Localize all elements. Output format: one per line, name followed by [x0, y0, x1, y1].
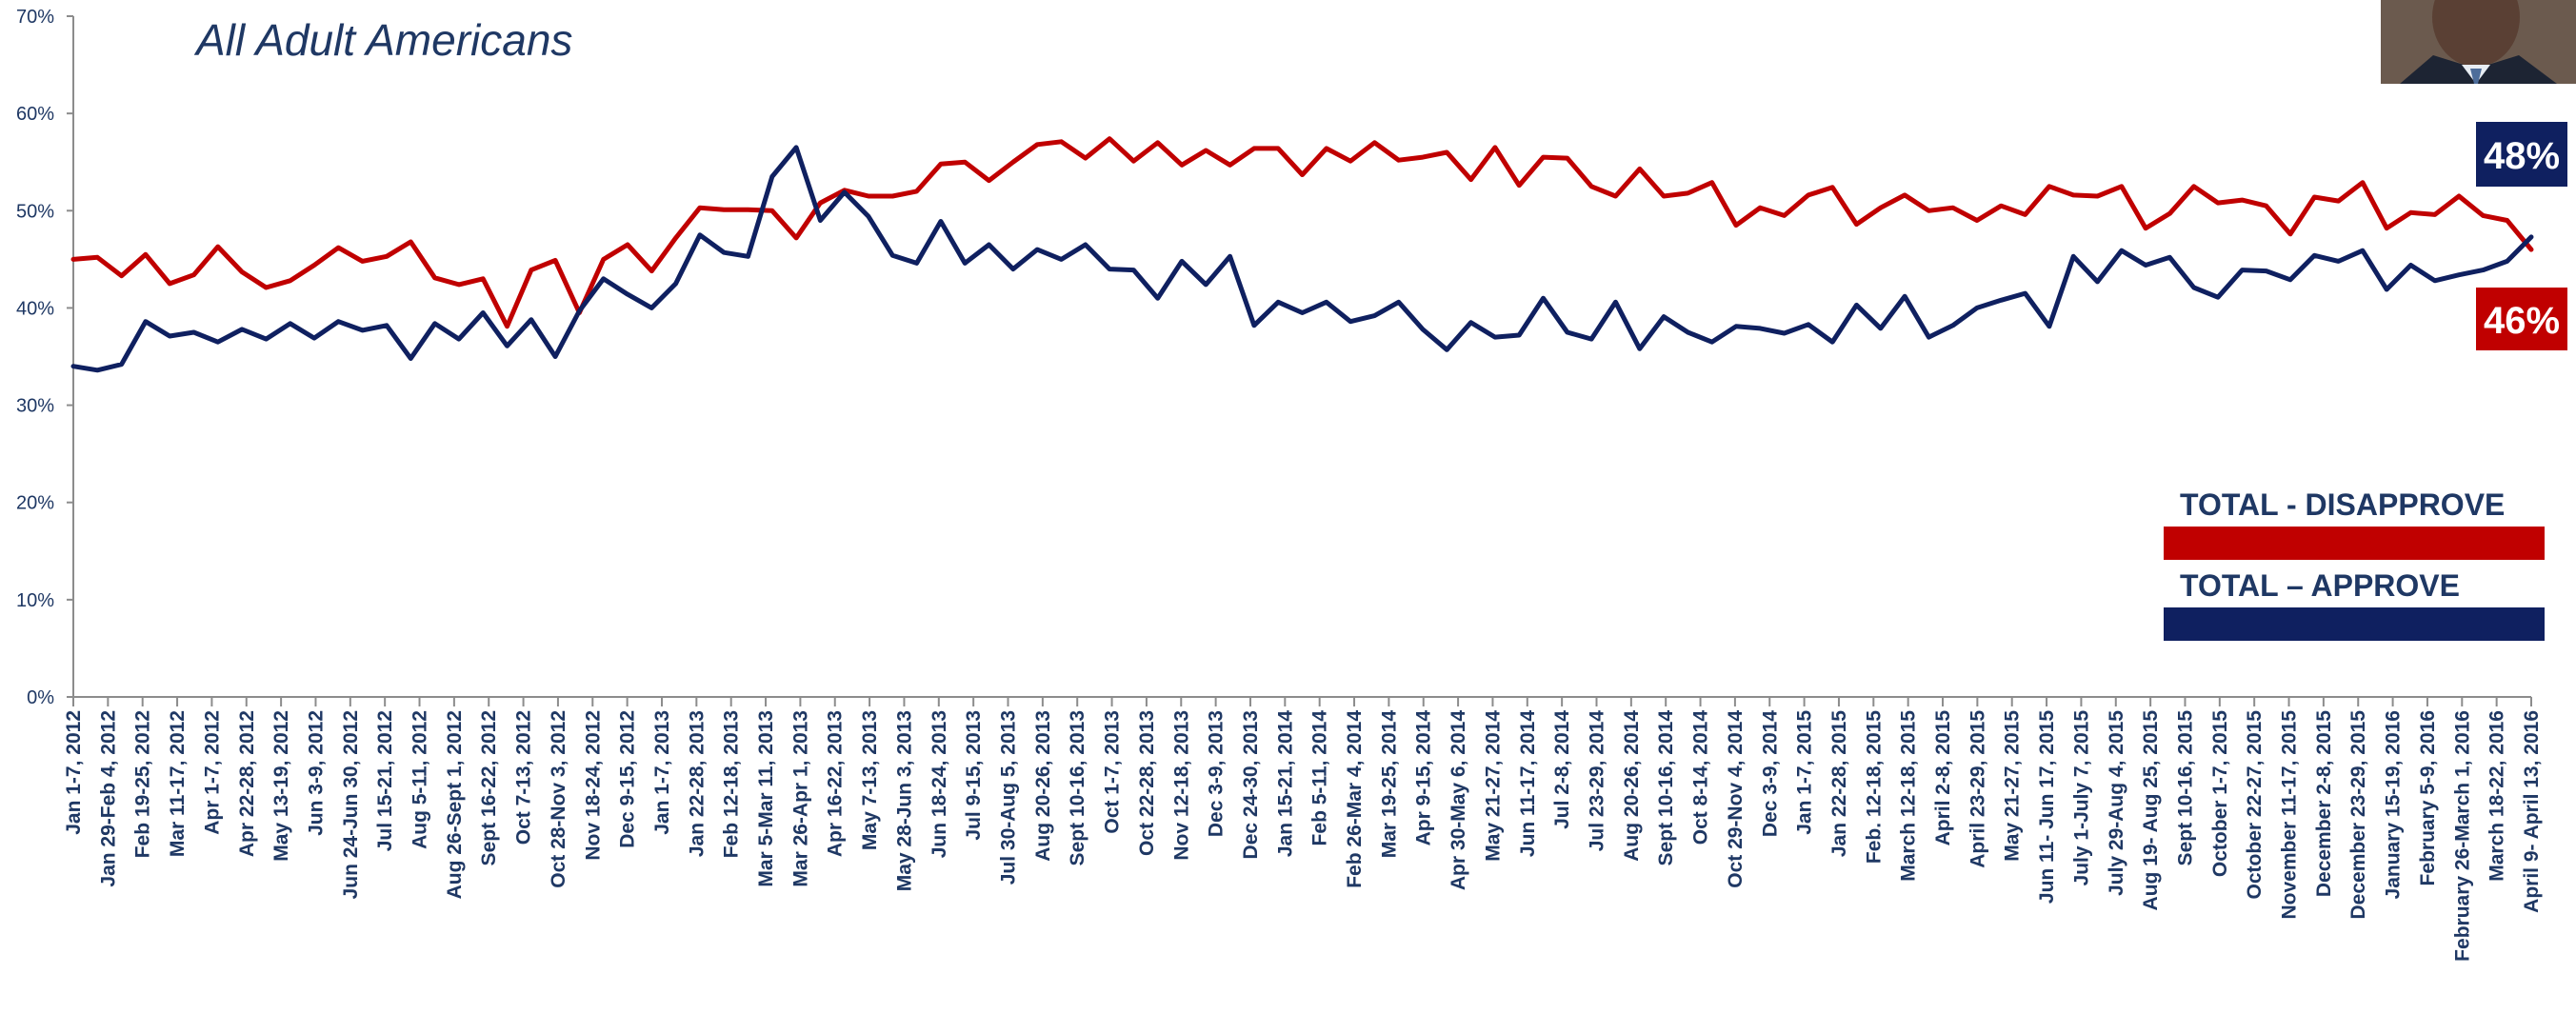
x-tick-label: April 9- April 13, 2016	[2521, 710, 2543, 913]
x-tick-label: May 28-Jun 3, 2013	[893, 710, 915, 891]
y-tick-label: 40%	[16, 298, 54, 319]
x-tick-label: January 15-19, 2016	[2383, 710, 2405, 899]
x-tick-label: Oct 29-Nov 4, 2014	[1725, 710, 1747, 888]
y-tick-label: 70%	[16, 7, 54, 28]
y-tick-label: 0%	[27, 687, 54, 708]
legend: TOTAL - DISAPPROVE TOTAL – APPROVE	[2164, 487, 2545, 641]
x-axis: Jan 1-7, 2012 Jan 29-Feb 4, 2012 Feb 19-25…	[63, 696, 2543, 962]
y-tick-label: 30%	[16, 396, 54, 417]
x-tick-label: Jun 24-Jun 30, 2012	[340, 710, 362, 899]
x-tick-label: Jul 23-29, 2014	[1586, 710, 1608, 852]
x-tick-label: Jan 1-7, 2013	[651, 710, 673, 835]
x-tick-label: Dec 3-9, 2014	[1759, 710, 1781, 837]
x-tick-label: April 2-8, 2015	[1932, 710, 1954, 846]
x-tick-label: Jan 29-Feb 4, 2012	[97, 710, 119, 887]
series-layer	[70, 136, 2534, 373]
approve-series-line	[70, 145, 2534, 373]
x-tick-label: February 26-March 1, 2016	[2451, 710, 2473, 962]
x-tick-label: Apr 16-22, 2013	[825, 710, 847, 857]
legend-label-approve: TOTAL – APPROVE	[2180, 568, 2460, 603]
x-tick-label: March 18-22, 2016	[2486, 710, 2508, 882]
x-tick-label: December 2-8, 2015	[2313, 710, 2335, 897]
x-tick-label: Sept 16-22, 2012	[478, 710, 500, 865]
x-tick-label: Aug 26-Sept 1, 2012	[444, 710, 466, 899]
x-tick-label: Jun 3-9, 2012	[305, 710, 327, 836]
x-tick-label: Apr 1-7, 2012	[201, 710, 223, 835]
x-tick-label: Jan 15-21, 2014	[1274, 710, 1296, 857]
x-tick-label: Jun 11-17, 2014	[1517, 710, 1539, 857]
x-tick-label: Mar 5-Mar 11, 2013	[755, 710, 777, 887]
x-tick-label: Jul 2-8, 2014	[1551, 710, 1573, 829]
x-tick-label: Oct 8-14, 2014	[1690, 710, 1712, 845]
x-tick-label: Feb 26-Mar 4, 2014	[1344, 710, 1366, 888]
x-tick-label: Nov 12-18, 2013	[1170, 710, 1192, 861]
x-tick-label: Dec 24-30, 2013	[1240, 710, 1262, 859]
x-tick-label: Jun 18-24, 2013	[929, 710, 950, 858]
x-tick-label: May 21-27, 2015	[2002, 710, 2024, 862]
x-tick-label: Jan 22-28, 2013	[686, 710, 708, 857]
portrait-photo	[2381, 0, 2576, 84]
x-tick-label: Apr 22-28, 2012	[236, 710, 258, 857]
disapprove-series-line	[70, 136, 2534, 329]
x-tick-label: Oct 7-13, 2012	[513, 710, 535, 845]
y-tick-label: 50%	[16, 201, 54, 222]
x-tick-label: Aug 20-26, 2013	[1032, 710, 1054, 862]
x-tick-label: Feb 5-11, 2014	[1309, 710, 1331, 846]
x-tick-label: Feb 19-25, 2012	[132, 710, 154, 858]
x-tick-label: Mar 11-17, 2012	[167, 710, 189, 857]
x-tick-label: Apr 9-15, 2014	[1413, 710, 1435, 846]
legend-swatch-disapprove	[2164, 527, 2545, 560]
x-tick-label: July 29-Aug 4, 2015	[2106, 710, 2127, 896]
y-tick-label: 20%	[16, 493, 54, 514]
x-tick-label: Jun 11- Jun 17, 2015	[2036, 710, 2058, 904]
x-tick-label: Aug 19- Aug 25, 2015	[2140, 710, 2162, 911]
x-tick-label: Nov 18-24, 2012	[582, 710, 604, 861]
x-tick-label: July 1-July 7, 2015	[2070, 710, 2092, 886]
disapprove-end-label: 46%	[2484, 300, 2560, 342]
x-tick-label: Jan 1-7, 2012	[63, 710, 85, 835]
x-tick-label: March 12-18, 2015	[1898, 710, 1920, 882]
x-tick-label: Jul 9-15, 2013	[963, 710, 985, 841]
y-axis: 0% 10% 20% 30% 40% 50% 60% 70%	[16, 7, 74, 708]
x-tick-label: October 22-27, 2015	[2244, 710, 2266, 900]
x-tick-label: Oct 22-28, 2013	[1136, 710, 1158, 856]
disapprove-end-badge: 46%	[2476, 288, 2567, 350]
x-tick-label: Feb 12-18, 2013	[721, 710, 743, 858]
legend-label-disapprove: TOTAL - DISAPPROVE	[2180, 487, 2505, 522]
x-tick-label: Aug 20-26, 2014	[1621, 710, 1643, 862]
x-tick-label: Apr 30-May 6, 2014	[1448, 710, 1469, 890]
x-tick-label: Jul 15-21, 2012	[374, 710, 396, 851]
x-tick-label: Oct 1-7, 2013	[1102, 710, 1124, 834]
x-tick-label: Mar 26-Apr 1, 2013	[789, 710, 811, 887]
x-tick-label: Dec 3-9, 2013	[1206, 710, 1228, 837]
x-tick-label: April 23-29, 2015	[1967, 710, 1988, 868]
approve-end-label: 48%	[2484, 135, 2560, 177]
x-tick-label: May 21-27, 2014	[1482, 710, 1504, 862]
x-tick-label: October 1-7, 2015	[2209, 710, 2231, 877]
y-tick-label: 10%	[16, 590, 54, 611]
x-tick-label: Jan 22-28, 2015	[1828, 710, 1850, 857]
x-tick-label: May 13-19, 2012	[270, 710, 292, 862]
x-tick-label: Sept 10-16, 2015	[2174, 710, 2196, 866]
chart-title: All Adult Americans	[193, 15, 572, 65]
x-tick-label: Oct 28-Nov 3, 2012	[548, 710, 569, 888]
x-tick-label: Sept 10-16, 2014	[1655, 710, 1677, 866]
x-tick-label: Feb. 12-18, 2015	[1863, 710, 1885, 864]
y-tick-label: 60%	[16, 104, 54, 125]
x-tick-label: May 7-13, 2013	[859, 710, 881, 850]
x-tick-label: Mar 19-25, 2014	[1378, 710, 1400, 859]
x-tick-label: February 5-9, 2016	[2417, 710, 2439, 885]
x-tick-label: Aug 5-11, 2012	[409, 710, 431, 849]
approve-end-badge: 48%	[2476, 122, 2567, 187]
x-tick-label: Sept 10-16, 2013	[1067, 710, 1088, 865]
legend-swatch-approve	[2164, 607, 2545, 641]
x-tick-label: December 23-29, 2015	[2347, 710, 2369, 920]
x-tick-label: Jan 1-7, 2015	[1794, 710, 1816, 835]
x-tick-label: Dec 9-15, 2012	[617, 710, 639, 848]
x-tick-label: Jul 30-Aug 5, 2013	[998, 710, 1020, 885]
x-tick-label: November 11-17, 2015	[2279, 710, 2301, 920]
